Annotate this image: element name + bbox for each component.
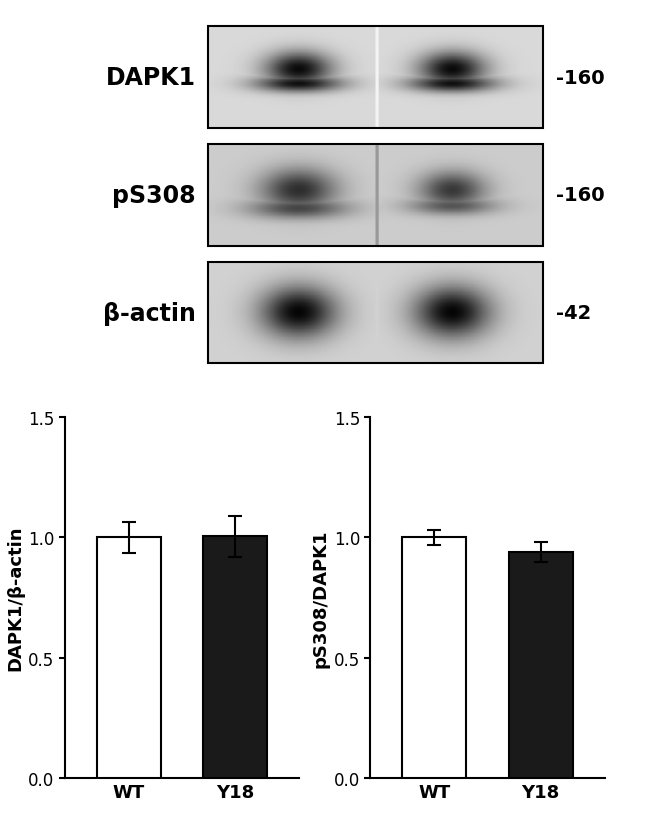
Bar [97, 538, 161, 778]
Bar [209, 27, 543, 129]
Y-axis label: DAPK1/β-actin: DAPK1/β-actin [6, 525, 24, 671]
Bar [203, 536, 267, 778]
Text: DAPK1: DAPK1 [105, 66, 196, 90]
Text: -160: -160 [556, 186, 604, 205]
Text: -160: -160 [556, 69, 604, 88]
Text: pS308: pS308 [112, 183, 196, 207]
Bar [509, 552, 573, 778]
Y-axis label: pS308/DAPK1: pS308/DAPK1 [311, 529, 330, 667]
Text: -42: -42 [556, 304, 591, 323]
Text: β-actin: β-actin [103, 301, 196, 325]
Bar [209, 145, 543, 247]
Bar [209, 262, 543, 364]
Bar [402, 538, 466, 778]
